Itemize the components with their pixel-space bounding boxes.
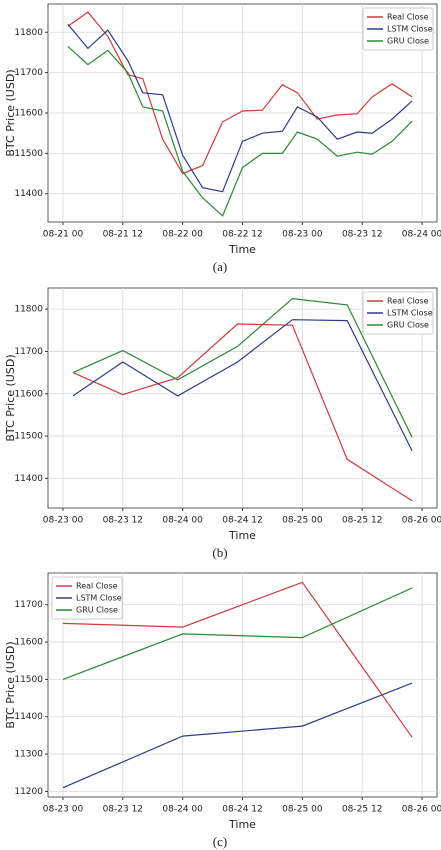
x-tick-label: 08-21 12 [103,230,143,240]
line [72,297,413,438]
y-tick-label: 11500 [14,432,43,442]
legend-label: Real Close [387,13,429,22]
legend-label: Real Close [76,582,118,591]
y-tick-label: 11200 [14,787,43,797]
x-tick-label: 08-24 00 [402,230,441,240]
y-tick-label: 11700 [14,68,43,78]
y-tick-label: 11400 [14,474,43,484]
x-tick-label: 08-23 00 [43,516,84,526]
x-axis-label: Time [228,818,256,831]
y-tick-label: 11600 [14,638,43,648]
line [62,682,413,789]
legend-box [362,291,434,335]
legend-label: Real Close [387,297,429,306]
x-tick-label: 08-23 12 [342,230,382,240]
line [67,23,413,193]
x-tick-label: 08-24 12 [222,805,262,815]
y-tick-label: 11800 [14,305,43,315]
legend-label: GRU Close [387,321,429,330]
x-tick-label: 08-23 12 [103,805,143,815]
line [67,45,413,217]
x-tick-label: 08-23 12 [103,516,143,526]
legend-box [51,576,123,620]
x-tick-label: 08-25 12 [342,805,382,815]
y-tick-label: 11700 [14,347,43,357]
y-tick-label: 11500 [14,675,43,685]
x-tick-label: 08-22 00 [162,230,203,240]
line [72,323,413,502]
y-tick-label: 11700 [14,600,43,610]
legend-label: LSTM Close [387,25,433,34]
x-tick-label: 08-24 00 [162,516,203,526]
legend-label: GRU Close [76,606,118,615]
x-tick-label: 08-24 12 [222,516,262,526]
x-axis-label: Time [228,243,256,256]
line [62,587,413,680]
y-tick-label: 11300 [14,750,43,760]
y-tick-label: 11800 [14,28,43,38]
caption: (b) [212,545,227,560]
x-tick-label: 08-25 00 [282,516,323,526]
caption: (a) [213,259,227,274]
x-tick-label: 08-25 12 [342,516,382,526]
line [67,11,413,175]
x-tick-label: 08-24 00 [162,805,203,815]
x-tick-label: 08-23 00 [43,805,84,815]
legend-label: LSTM Close [387,309,433,318]
line [72,319,413,452]
x-tick-label: 08-26 00 [402,805,441,815]
legend-label: LSTM Close [76,594,122,603]
y-axis-label: BTC Price (USD) [4,354,17,441]
line [62,581,413,738]
y-axis-label: BTC Price (USD) [4,69,17,156]
x-tick-label: 08-23 00 [282,230,323,240]
y-tick-label: 11500 [14,149,43,159]
y-tick-label: 11600 [14,389,43,399]
y-tick-label: 11400 [14,189,43,199]
legend-label: GRU Close [387,37,429,46]
y-axis-label: BTC Price (USD) [4,641,17,728]
caption: (c) [213,834,227,849]
x-tick-label: 08-21 00 [43,230,84,240]
legend-box [362,7,434,51]
x-axis-label: Time [228,529,256,542]
x-tick-label: 08-26 00 [402,516,441,526]
x-tick-label: 08-22 12 [222,230,262,240]
x-tick-label: 08-25 00 [282,805,323,815]
y-tick-label: 11400 [14,712,43,722]
y-tick-label: 11600 [14,109,43,119]
